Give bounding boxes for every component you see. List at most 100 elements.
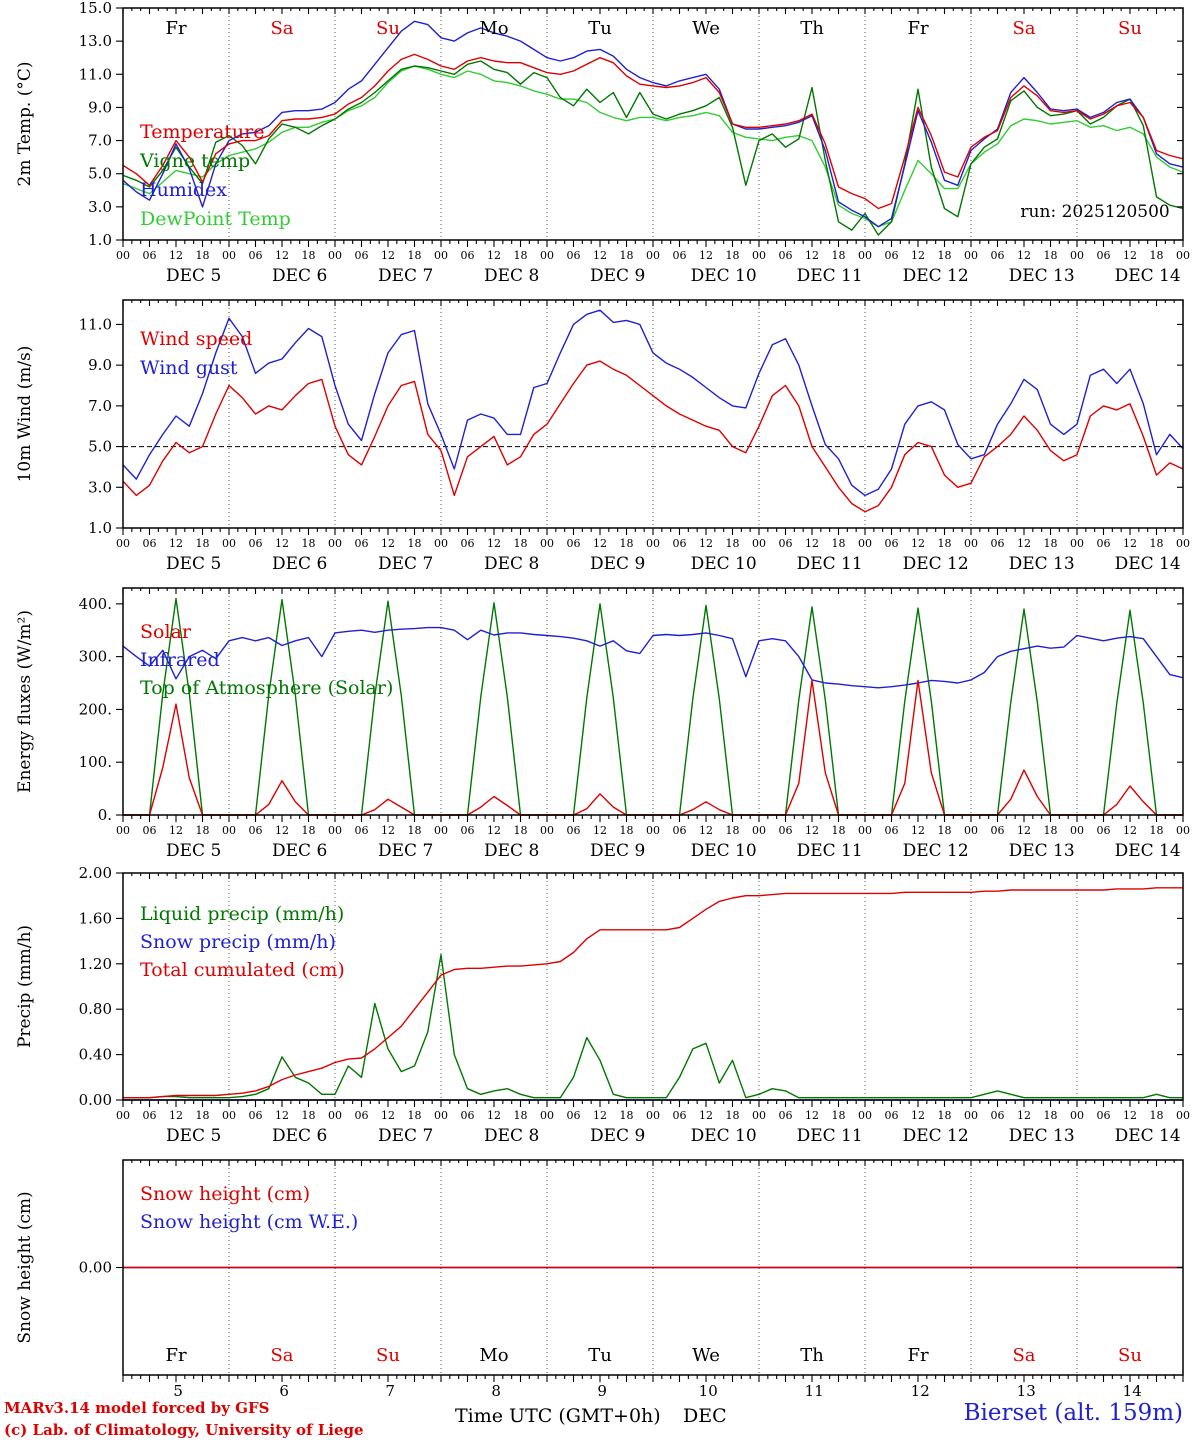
day-label: DEC 10 xyxy=(691,266,757,286)
legend-infrared: Infrared xyxy=(140,649,220,671)
hour-tick-label: 18 xyxy=(302,1109,316,1122)
day-label: DEC 6 xyxy=(272,1126,327,1146)
weekday-letter: Su xyxy=(1118,18,1142,39)
day-number: 10 xyxy=(699,1382,718,1400)
hour-tick-label: 18 xyxy=(620,1109,634,1122)
day-number: 8 xyxy=(491,1382,501,1400)
energy-panel: 400. 300. 200. 100. 0. 00 06 12 18 00 06 12 18 00 06 12… xyxy=(15,587,1190,861)
hour-tick-label: 12 xyxy=(593,1109,607,1122)
time-axis-label: Time UTC (GMT+0h) xyxy=(455,1405,661,1427)
hour-tick-label: 18 xyxy=(620,537,634,550)
hour-tick-label: 12 xyxy=(805,824,819,837)
hour-tick-label: 18 xyxy=(1150,249,1164,262)
hour-tick-label: 06 xyxy=(355,1109,369,1122)
wind-panel: 11.0 9.0 7.0 5.0 3.0 1.0 00 06 12 18 00 06 12 18 00 06 1… xyxy=(15,299,1190,574)
legend-temperature: Temperature xyxy=(140,121,264,143)
day-label: DEC 10 xyxy=(691,554,757,574)
hour-tick-label: 18 xyxy=(1044,824,1058,837)
hour-tick-label: 06 xyxy=(779,824,793,837)
hour-tick-label: 18 xyxy=(1150,537,1164,550)
hour-tick-label: 06 xyxy=(885,249,899,262)
hour-tick-label: 00 xyxy=(858,1109,872,1122)
hour-tick-label: 12 xyxy=(911,824,925,837)
legend-snow-height-cm-w-e: Snow height (cm W.E.) xyxy=(140,1211,358,1233)
y-axis-title: Snow height (cm) xyxy=(15,1191,35,1343)
hour-tick-label: 12 xyxy=(169,1109,183,1122)
hour-tick-label: 00 xyxy=(540,249,554,262)
hour-tick-label: 00 xyxy=(752,824,766,837)
y-tick-label: 7.0 xyxy=(88,397,112,415)
hour-tick-label: 18 xyxy=(832,824,846,837)
hour-tick-label: 00 xyxy=(964,824,978,837)
y-axis-title: 10m Wind (m/s) xyxy=(15,346,35,483)
hour-tick-label: 18 xyxy=(196,1109,210,1122)
hour-tick-label: 00 xyxy=(1176,537,1190,550)
weekday-letter: Fr xyxy=(165,1345,186,1366)
hour-tick-label: 06 xyxy=(885,537,899,550)
y-tick-label: 13.0 xyxy=(79,32,112,50)
y-tick-label: 5.0 xyxy=(88,165,112,183)
y-axis-title: 2m Temp. (°C) xyxy=(15,61,35,186)
hour-tick-label: 18 xyxy=(302,249,316,262)
hour-tick-label: 18 xyxy=(1150,824,1164,837)
hour-tick-label: 18 xyxy=(196,537,210,550)
hour-tick-label: 06 xyxy=(885,1109,899,1122)
series-wind-gust xyxy=(122,309,1184,497)
day-number: 12 xyxy=(911,1382,930,1400)
run-annotation: run: 2025120500 xyxy=(1020,202,1169,222)
hour-tick-label: 18 xyxy=(196,824,210,837)
y-axis-title: Energy fluxes (W/m²) xyxy=(15,610,35,793)
hour-tick-label: 18 xyxy=(1044,249,1058,262)
day-label: DEC 14 xyxy=(1115,554,1181,574)
hour-tick-label: 12 xyxy=(805,537,819,550)
hour-tick-label: 00 xyxy=(964,249,978,262)
y-axis-title: Precip (mm/h) xyxy=(15,925,35,1048)
hour-tick-label: 18 xyxy=(938,249,952,262)
model-credit-line1: MARv3.14 model forced by GFS xyxy=(4,1399,270,1417)
weekday-letter: Su xyxy=(376,18,400,39)
day-label: DEC 13 xyxy=(1009,1126,1075,1146)
hour-tick-label: 00 xyxy=(540,1109,554,1122)
hour-tick-label: 18 xyxy=(408,537,422,550)
day-label: DEC 8 xyxy=(484,1126,539,1146)
hour-tick-label: 06 xyxy=(673,537,687,550)
hour-tick-label: 18 xyxy=(514,537,528,550)
day-label: DEC 11 xyxy=(797,1126,863,1146)
hour-tick-label: 18 xyxy=(726,824,740,837)
hour-tick-label: 12 xyxy=(487,1109,501,1122)
hour-tick-label: 18 xyxy=(408,824,422,837)
hour-tick-label: 00 xyxy=(328,249,342,262)
y-tick-label: 0.40 xyxy=(79,1046,112,1064)
day-label: DEC 5 xyxy=(166,1126,221,1146)
y-tick-label: 0.80 xyxy=(79,1000,112,1018)
hour-tick-label: 06 xyxy=(249,1109,263,1122)
day-label: DEC 5 xyxy=(166,266,221,286)
hour-tick-label: 12 xyxy=(1123,537,1137,550)
hour-tick-label: 18 xyxy=(938,1109,952,1122)
y-tick-label: 0. xyxy=(98,806,112,824)
hour-tick-label: 00 xyxy=(1176,249,1190,262)
hour-tick-label: 06 xyxy=(779,249,793,262)
hour-tick-label: 00 xyxy=(964,1109,978,1122)
hour-tick-label: 12 xyxy=(487,537,501,550)
hour-tick-label: 00 xyxy=(116,1109,130,1122)
hour-tick-label: 06 xyxy=(1097,824,1111,837)
hour-tick-label: 00 xyxy=(646,1109,660,1122)
hour-tick-label: 00 xyxy=(540,824,554,837)
weekday-letter: Su xyxy=(376,1345,400,1366)
hour-tick-label: 00 xyxy=(328,824,342,837)
hour-tick-label: 18 xyxy=(302,824,316,837)
day-number: 14 xyxy=(1123,1382,1142,1400)
hour-tick-label: 06 xyxy=(143,824,157,837)
hour-tick-label: 18 xyxy=(302,537,316,550)
day-label: DEC 13 xyxy=(1009,841,1075,861)
hour-tick-label: 12 xyxy=(275,537,289,550)
weekday-letter: Mo xyxy=(479,1345,508,1366)
legend-humidex: Humidex xyxy=(140,179,227,201)
hour-tick-label: 12 xyxy=(487,824,501,837)
day-label: DEC 14 xyxy=(1115,841,1181,861)
hour-tick-label: 12 xyxy=(911,537,925,550)
legend-dewpoint-temp: DewPoint Temp xyxy=(140,208,291,230)
hour-tick-label: 12 xyxy=(169,824,183,837)
hour-tick-label: 12 xyxy=(275,1109,289,1122)
